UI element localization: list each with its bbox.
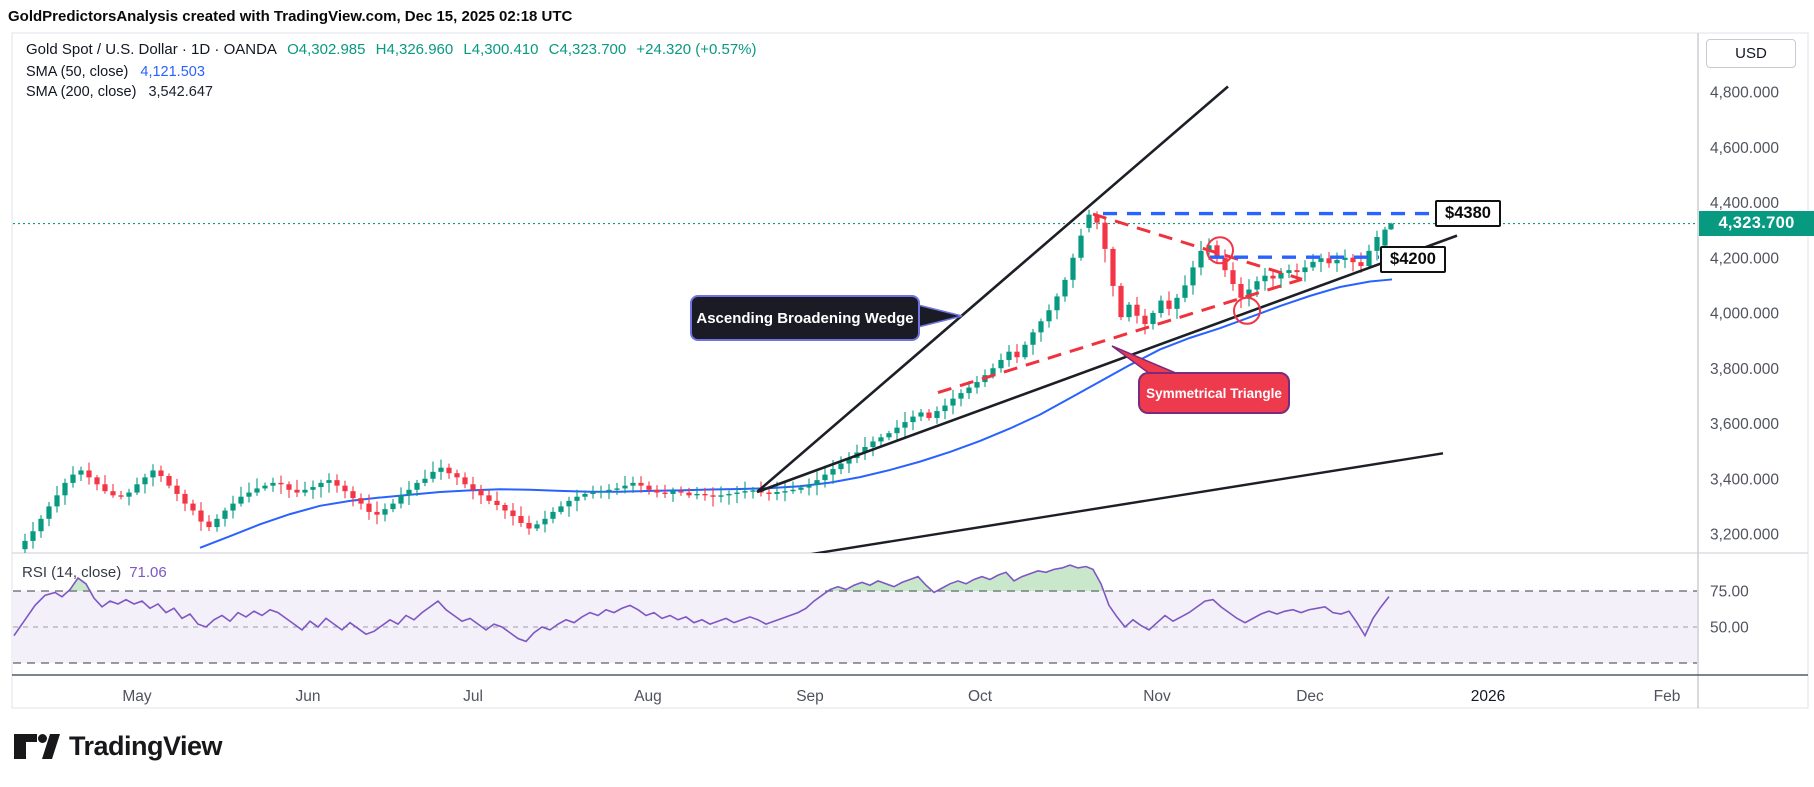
currency-chip[interactable]: USD — [1706, 39, 1796, 68]
svg-text:4,400.000: 4,400.000 — [1710, 195, 1779, 212]
sma50-legend[interactable]: SMA (50, close) 4,121.503 — [26, 64, 213, 80]
sma200-legend[interactable]: SMA (200, close) 3,542.647 — [26, 84, 221, 100]
lower-wedge-trendline[interactable] — [756, 234, 1458, 494]
svg-text:3,800.000: 3,800.000 — [1710, 361, 1779, 378]
svg-text:4,000.000: 4,000.000 — [1710, 306, 1779, 323]
tradingview-logo-icon — [14, 734, 60, 759]
lower-support-trendline[interactable] — [795, 452, 1444, 556]
rsi-legend[interactable]: RSI (14, close) 71.06 — [22, 564, 167, 581]
svg-text:Feb: Feb — [1654, 688, 1681, 705]
svg-text:Nov: Nov — [1143, 688, 1171, 705]
price-level-4380-label[interactable]: $4380 — [1435, 200, 1501, 227]
svg-text:4,600.000: 4,600.000 — [1710, 140, 1779, 157]
svg-text:4,800.000: 4,800.000 — [1710, 85, 1779, 102]
rsi-line[interactable] — [13, 564, 1390, 643]
svg-text:Jul: Jul — [463, 688, 483, 705]
svg-text:75.00: 75.00 — [1710, 584, 1749, 601]
sma200-label: SMA (200, close) — [26, 84, 137, 100]
rsi-value: 71.06 — [129, 564, 167, 581]
sma50-value: 4,121.503 — [140, 64, 205, 80]
svg-text:4,200.000: 4,200.000 — [1710, 250, 1779, 267]
rsi-label-text: RSI (14, close) — [22, 564, 122, 581]
main-pane[interactable] — [13, 85, 1697, 556]
price-axis[interactable]: 4,800.000 4,600.000 4,400.000 4,200.000 4,00… — [1710, 85, 1779, 637]
svg-text:3,600.000: 3,600.000 — [1710, 416, 1779, 433]
svg-text:Aug: Aug — [634, 688, 662, 705]
triangle-lower-dashed-line[interactable] — [937, 277, 1303, 394]
tradingview-logo[interactable]: TradingView — [14, 731, 223, 762]
triangle-pattern-callout[interactable]: Symmetrical Triangle — [1138, 372, 1290, 414]
sma50-label: SMA (50, close) — [26, 64, 129, 80]
price-level-4200-label[interactable]: $4200 — [1380, 246, 1446, 273]
svg-text:Sep: Sep — [796, 688, 824, 705]
attribution-text: GoldPredictorsAnalysis created with Trad… — [8, 8, 573, 25]
svg-text:May: May — [122, 688, 152, 705]
svg-text:2026: 2026 — [1471, 688, 1505, 705]
touchpoint-circle-2[interactable] — [1233, 296, 1261, 325]
touchpoint-circle-1[interactable] — [1206, 236, 1234, 265]
upper-wedge-trendline[interactable] — [756, 85, 1229, 493]
svg-text:50.00: 50.00 — [1710, 620, 1749, 637]
ohlc-open: O4,302.985 — [287, 41, 366, 58]
last-price-badge: 4,323.700 — [1699, 211, 1814, 236]
svg-text:3,400.000: 3,400.000 — [1710, 471, 1779, 488]
wedge-pattern-callout[interactable]: Ascending Broadening Wedge — [690, 295, 920, 341]
ohlc-high: H4,326.960 — [375, 41, 454, 58]
ohlc-change: +24.320 (+0.57%) — [636, 41, 757, 58]
ohlc-low: L4,300.410 — [463, 41, 539, 58]
svg-text:Oct: Oct — [968, 688, 993, 705]
tradingview-logo-text: TradingView — [69, 731, 223, 761]
symbol-legend[interactable]: Gold Spot / U.S. Dollar · 1D · OANDA O4,… — [26, 41, 763, 58]
time-axis[interactable]: May Jun Jul Aug Sep Oct Nov Dec 2026 Feb — [122, 688, 1680, 705]
svg-text:Dec: Dec — [1296, 688, 1324, 705]
symbol-title: Gold Spot / U.S. Dollar · 1D · OANDA — [26, 41, 277, 58]
ohlc-close: C4,323.700 — [548, 41, 627, 58]
triangle-upper-dashed-line[interactable] — [1092, 212, 1303, 281]
chart-frame — [11, 32, 1809, 709]
svg-text:Jun: Jun — [296, 688, 321, 705]
svg-text:3,200.000: 3,200.000 — [1710, 527, 1779, 544]
rsi-pane[interactable] — [13, 564, 1697, 664]
sma200-value: 3,542.647 — [148, 84, 213, 100]
